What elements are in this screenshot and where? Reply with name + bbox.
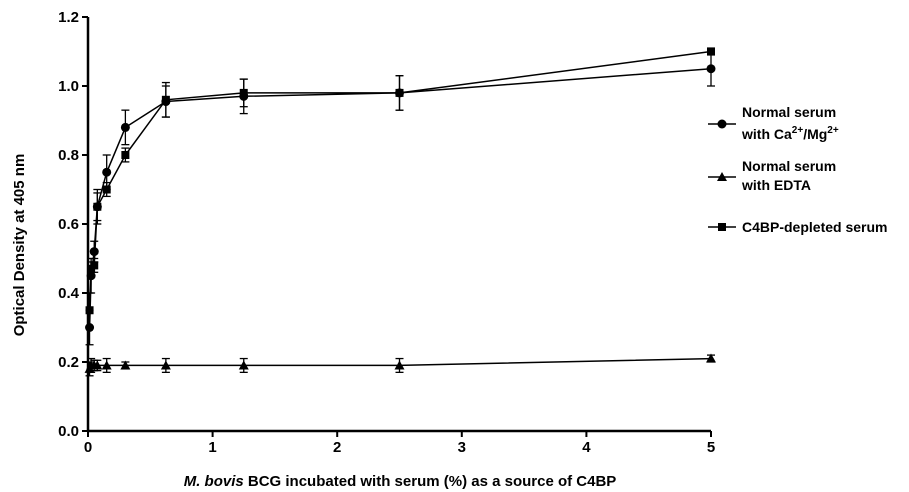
legend: Normal serum with Ca2+/Mg2+ Normal serum… (708, 104, 887, 235)
legend-square-marker (718, 223, 726, 231)
x-tick-label: 4 (582, 439, 591, 456)
data-point-triangle (92, 360, 103, 370)
y-tick-label: 0.2 (58, 354, 79, 371)
data-point-triangle (101, 360, 112, 370)
data-point-square (102, 185, 111, 194)
data-point-square (121, 151, 130, 159)
y-tick-label: 0.6 (58, 216, 79, 233)
data-point-square (85, 306, 94, 315)
data-point-triangle (160, 360, 171, 370)
legend-item-normal-ca-mg: Normal serum with Ca2+/Mg2+ (708, 104, 839, 142)
series-normal_edta (84, 353, 716, 377)
y-tick-label: 0.4 (58, 285, 80, 302)
x-tick-label: 2 (333, 439, 341, 456)
data-point-circle (120, 122, 130, 132)
x-ticks: 0 1 2 3 4 5 (84, 431, 715, 456)
data-point-triangle (238, 360, 249, 370)
x-tick-label: 1 (208, 439, 216, 456)
data-point-square (161, 95, 170, 104)
y-tick-label: 0.0 (58, 423, 79, 440)
x-axis-title-rest: BCG incubated with serum (%) as a source… (244, 473, 617, 490)
x-axis-title: M. bovis BCG incubated with serum (%) as… (184, 473, 617, 490)
y-tick-label: 0.8 (58, 147, 79, 164)
data-point-square (93, 202, 102, 211)
data-point-square (707, 47, 715, 56)
data-point-square (395, 88, 404, 97)
legend-label-normal-edta-line1: Normal serum (742, 158, 836, 174)
x-axis-title-italic: M. bovis (184, 473, 244, 490)
data-point-square (239, 88, 248, 97)
series-line-normal_ca_mg (88, 67, 712, 328)
data-point-triangle (394, 360, 405, 370)
x-tick-label: 5 (707, 439, 715, 456)
legend-label-normal-ca-mg-line2: with Ca2+/Mg2+ (741, 125, 839, 142)
plot-area (84, 47, 716, 377)
legend-item-normal-edta: Normal serum with EDTA (708, 158, 836, 193)
x-tick-label: 3 (458, 439, 466, 456)
y-tick-label: 1.2 (58, 9, 79, 26)
legend-item-c4bp-depleted: C4BP-depleted serum (708, 219, 887, 235)
y-axis-title: Optical Density at 405 nm (11, 154, 28, 337)
legend-label-normal-edta-line2: with EDTA (741, 177, 811, 193)
data-point-triangle (120, 360, 131, 370)
y-tick-label: 1.0 (58, 78, 79, 95)
legend-circle-marker (717, 119, 727, 129)
legend-label-c4bp-depleted: C4BP-depleted serum (742, 219, 887, 235)
legend-label-normal-ca-mg-line1: Normal serum (742, 104, 836, 120)
data-point-triangle (706, 353, 716, 363)
legend-triangle-marker (717, 172, 727, 181)
axes: 0 1 2 3 4 5 0.0 0.2 0.4 0.6 0.8 1.0 1.2 (58, 9, 715, 456)
series-c4bp_depleted (85, 47, 715, 329)
data-point-circle (706, 64, 716, 74)
y-ticks: 0.0 0.2 0.4 0.6 0.8 1.0 1.2 (58, 9, 88, 440)
data-point-square (90, 261, 99, 270)
data-point-circle (102, 167, 112, 177)
x-tick-label: 0 (84, 439, 92, 456)
